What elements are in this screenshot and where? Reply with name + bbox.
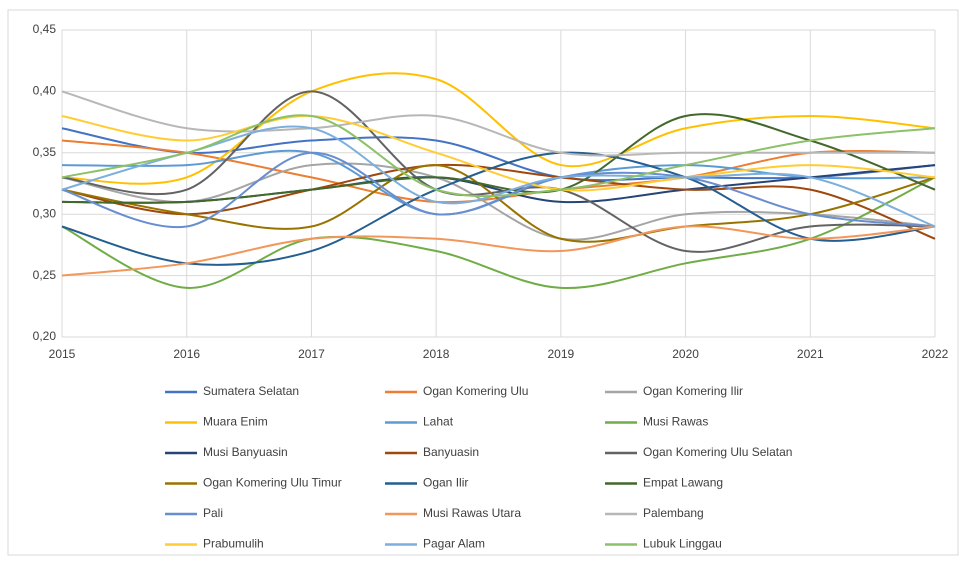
y-tick-label: 0,40 — [33, 84, 57, 98]
legend-label: Musi Rawas — [643, 415, 708, 429]
chart-frame — [7, 9, 959, 556]
x-tick-label: 2020 — [672, 347, 699, 361]
y-tick-label: 0,35 — [33, 145, 57, 159]
data-line — [61, 151, 936, 229]
legend-label: Empat Lawang — [643, 476, 723, 490]
legend-label: Musi Rawas Utara — [423, 506, 521, 520]
data-line — [61, 90, 935, 157]
y-tick-label: 0,20 — [33, 329, 57, 343]
legend-label: Sumatera Selatan — [203, 384, 299, 398]
legend-label: Ogan Komering Ulu Selatan — [643, 445, 792, 459]
y-tick-label: 0,30 — [33, 206, 57, 220]
data-line — [61, 176, 936, 289]
x-tick-label: 2021 — [797, 347, 824, 361]
data-line — [61, 114, 936, 198]
data-line — [61, 163, 936, 240]
legend-label: Pagar Alam — [423, 537, 485, 551]
data-line — [61, 149, 936, 216]
legend-label: Pali — [203, 506, 223, 520]
data-line — [61, 151, 936, 266]
data-line — [61, 225, 936, 277]
legend-label: Banyuasin — [423, 445, 479, 459]
legend-label: Prabumulih — [203, 537, 264, 551]
legend-label: Ogan Ilir — [423, 476, 468, 490]
x-tick-label: 2015 — [49, 347, 76, 361]
data-line — [61, 114, 936, 192]
legend-label: Lahat — [423, 415, 454, 429]
x-tick-label: 2016 — [173, 347, 200, 361]
x-tick-label: 2019 — [548, 347, 575, 361]
legend-label: Ogan Komering Ulu — [423, 384, 528, 398]
legend-label: Muara Enim — [203, 415, 268, 429]
legend-label: Ogan Komering Ulu Timur — [203, 476, 342, 490]
data-line — [61, 162, 936, 241]
legend-label: Musi Banyuasin — [203, 445, 288, 459]
x-tick-label: 2018 — [423, 347, 450, 361]
y-tick-label: 0,25 — [33, 268, 57, 282]
legend-label: Lubuk Linggau — [643, 537, 722, 551]
data-line — [61, 72, 936, 185]
legend-label: Palembang — [643, 506, 704, 520]
x-tick-label: 2022 — [922, 347, 949, 361]
data-line — [61, 113, 936, 204]
y-tick-label: 0,45 — [33, 22, 57, 36]
legend-label: Ogan Komering Ilir — [643, 384, 743, 398]
x-tick-label: 2017 — [298, 347, 325, 361]
